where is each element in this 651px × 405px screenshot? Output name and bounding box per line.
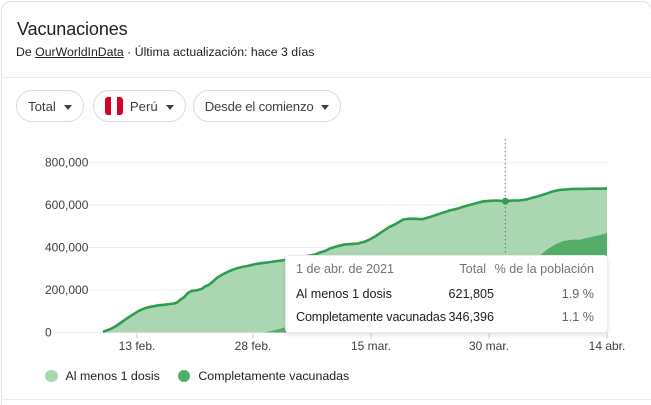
svg-text:28 feb.: 28 feb. — [235, 339, 272, 353]
svg-text:600,000: 600,000 — [45, 198, 89, 212]
svg-text:30 mar.: 30 mar. — [469, 339, 509, 353]
svg-text:800,000: 800,000 — [45, 156, 89, 170]
svg-text:200,000: 200,000 — [45, 283, 89, 297]
svg-text:15 mar.: 15 mar. — [351, 339, 391, 353]
svg-text:0: 0 — [45, 326, 52, 340]
svg-text:14 abr.: 14 abr. — [589, 339, 626, 353]
svg-text:400,000: 400,000 — [45, 241, 89, 255]
svg-text:13 feb.: 13 feb. — [119, 339, 156, 353]
